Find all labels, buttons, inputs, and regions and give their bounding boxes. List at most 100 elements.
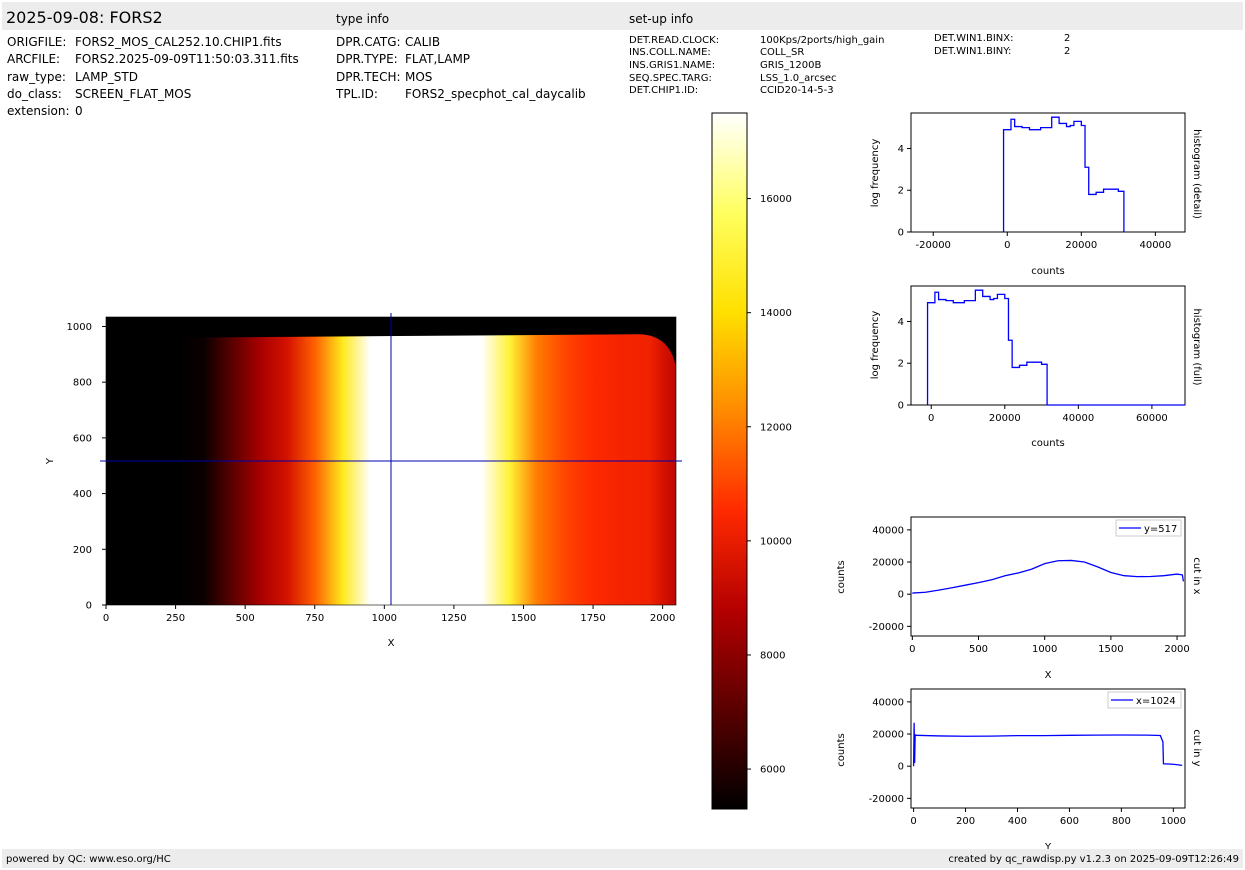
footer-right: created by qc_rawdisp.py v1.2.3 on 2025-… (948, 854, 1239, 865)
y-tick-label: 40000 (872, 525, 904, 536)
type-info-value: FLAT,LAMP (405, 52, 471, 66)
cut-y-x-axis: 0 200 400 600 800 1000 (910, 808, 1186, 827)
x-tick-label: 0 (910, 816, 916, 827)
setup-info-value: 100Kps/2ports/high_gain (760, 35, 885, 46)
hist-detail-title: histogram (detail) (1191, 129, 1202, 219)
x-tick-label: 400 (1008, 816, 1027, 827)
hist-detail-frame (910, 112, 1186, 233)
cut-x-legend-box (1115, 519, 1182, 537)
cut-y-legend: x=1024 (1107, 691, 1182, 709)
x-tick-label: 0 (909, 644, 915, 655)
colorbar-tick-label: 6000 (760, 765, 785, 776)
cut-x-series (912, 559, 1185, 594)
x-tick-label: 200 (956, 816, 975, 827)
y-tick-label: 40000 (872, 697, 904, 708)
y-tick-label: 2 (898, 359, 904, 370)
hist-full-xlabel: counts (1031, 438, 1064, 449)
file-info-key: extension: (7, 104, 70, 118)
type-info-key: DPR.TECH: (336, 70, 401, 84)
cut-x-legend: y=517 (1115, 519, 1182, 537)
y-tick-label: 400 (73, 489, 92, 500)
x-tick-label: 750 (305, 613, 324, 624)
hist-detail-ylabel: log frequency (870, 139, 881, 208)
cut-y-ylabel: counts (836, 733, 847, 766)
file-info-value: FORS2.2025-09-09T11:50:03.311.fits (75, 52, 299, 66)
image-panel: 0 250 500 750 1000 1250 1500 1750 2000 0 200 400 60… (45, 313, 682, 649)
colorbar-tick-label: 16000 (760, 194, 792, 205)
histogram-detail-panel: -20000 0 20000 40000 0 2 4 counts log frequen… (870, 112, 1202, 277)
type-info-key: DPR.TYPE: (336, 52, 398, 66)
file-info-key: do_class: (7, 87, 62, 101)
x-tick-label: 250 (166, 613, 185, 624)
setup-info-key: INS.COLL.NAME: (629, 47, 711, 58)
x-tick-label: 20000 (989, 413, 1021, 424)
x-tick-label: 20000 (1065, 240, 1097, 251)
cut-in-x-panel: 0 500 1000 1500 2000 -20000 0 20000 40000 y=517… (836, 516, 1202, 681)
y-tick-label: 4 (898, 144, 904, 155)
file-info-value: 0 (75, 104, 83, 118)
colorbar-gradient (711, 112, 748, 810)
x-tick-label: 500 (969, 644, 988, 655)
file-info-key: raw_type: (7, 70, 66, 84)
setup-info-value: GRIS_1200B (760, 60, 822, 71)
cut-x-title: cut in x (1191, 557, 1202, 594)
type-info-heading: type info (336, 12, 390, 26)
image-xlabel: X (388, 638, 395, 649)
image-y-axis: 0 200 400 600 800 1000 (67, 322, 106, 612)
type-info-value: CALIB (405, 35, 441, 49)
page-title: 2025-09-08: FORS2 (6, 8, 163, 27)
y-tick-label: 1000 (67, 322, 92, 333)
file-info-value: SCREEN_FLAT_MOS (75, 87, 192, 101)
footer-band (2, 849, 1243, 868)
y-tick-label: 2 (898, 186, 904, 197)
setup-info-key: SEQ.SPEC.TARG: (629, 73, 712, 84)
x-tick-label: 1250 (441, 613, 466, 624)
x-tick-label: 0 (103, 613, 109, 624)
setup-info-value: CCID20-14-5-3 (760, 85, 834, 96)
setup-info-key: INS.GRIS1.NAME: (629, 60, 716, 71)
setup-info-key: DET.READ.CLOCK: (629, 35, 720, 46)
y-tick-label: 4 (898, 317, 904, 328)
colorbar-axis: 6000 8000 10000 12000 14000 16000 (747, 194, 792, 776)
cut-x-frame (910, 516, 1186, 637)
x-tick-label: 1500 (1098, 644, 1123, 655)
setup-info-value: 2 (1064, 46, 1071, 57)
x-tick-label: 1000 (372, 613, 397, 624)
hist-full-ylabel: log frequency (870, 311, 881, 380)
cut-x-legend-label: y=517 (1144, 524, 1177, 535)
type-info-key: TPL.ID: (336, 87, 378, 101)
colorbar-tick-label: 10000 (760, 536, 792, 547)
colorbar-tick-label: 8000 (760, 650, 785, 661)
hist-full-frame (910, 285, 1186, 406)
y-tick-label: 0 (898, 762, 904, 773)
y-tick-label: 800 (73, 378, 92, 389)
setup-info-heading: set-up info (629, 12, 694, 26)
cut-y-frame (910, 688, 1186, 809)
hist-full-x-axis: 0 20000 40000 60000 (928, 405, 1168, 424)
setup-info-value: LSS_1.0_arcsec (760, 73, 837, 84)
hist-detail-y-axis: 0 2 4 (898, 144, 911, 239)
y-tick-label: 20000 (872, 730, 904, 741)
y-tick-label: 20000 (872, 558, 904, 569)
cut-y-xlabel: Y (1044, 842, 1052, 853)
cut-x-y-axis: -20000 0 20000 40000 (869, 525, 911, 633)
y-tick-label: 200 (73, 545, 92, 556)
hist-detail-xlabel: counts (1031, 266, 1064, 277)
hist-full-title: histogram (full) (1191, 308, 1202, 385)
image-frame (105, 316, 677, 606)
setup-info-value: 2 (1064, 33, 1071, 44)
cut-y-title: cut in y (1191, 729, 1202, 766)
cut-x-xlabel: X (1045, 670, 1052, 681)
cut-x-ylabel: counts (836, 560, 847, 593)
cut-y-y-axis: -20000 0 20000 40000 (869, 697, 911, 805)
file-info-key: ORIGFILE: (7, 35, 67, 49)
hist-full-y-axis: 0 2 4 (898, 317, 911, 412)
x-tick-label: 0 (928, 413, 934, 424)
x-tick-label: 60000 (1136, 413, 1168, 424)
setup-info-key: DET.CHIP1.ID: (629, 85, 699, 96)
cut-in-y-panel: 0 200 400 600 800 1000 -20000 0 20000 40000 x=10… (836, 688, 1202, 853)
y-tick-label: 0 (86, 601, 92, 612)
x-tick-label: 40000 (1139, 240, 1171, 251)
histogram-full-panel: 0 20000 40000 60000 0 2 4 counts log frequenc… (870, 285, 1202, 449)
